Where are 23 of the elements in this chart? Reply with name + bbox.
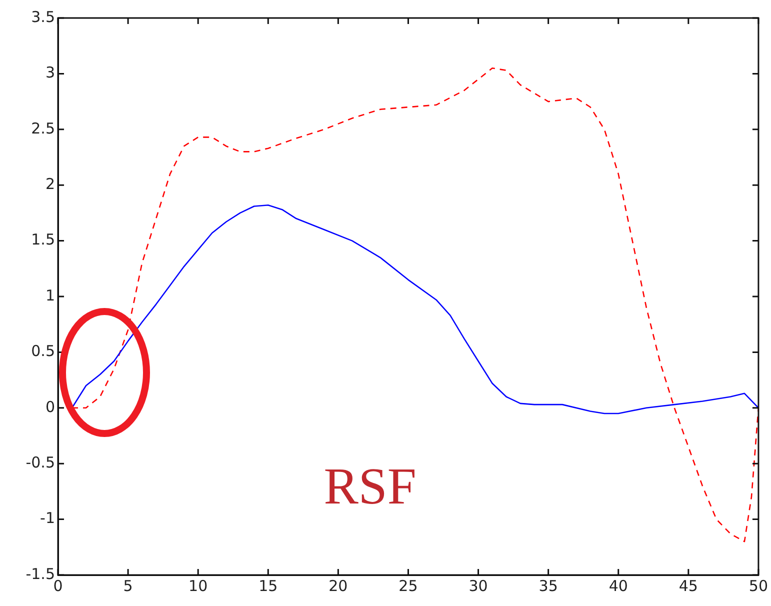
y-tick-label: 0.5 [31,342,55,360]
x-tick-label: 20 [328,576,348,595]
x-tick-label: 40 [608,576,628,595]
y-tick-label: 1 [45,286,55,304]
y-tick-label: 2.5 [31,119,55,138]
annotation: RSF [324,458,416,516]
y-tick-label: -0.5 [26,453,55,472]
y-tick-label: 3.5 [31,8,55,26]
x-tick-label: 30 [468,576,488,595]
x-tick-label: 50 [748,576,768,595]
x-tick-label: 45 [678,576,698,595]
y-tick-label: -1 [40,509,55,528]
x-tick-label: 15 [258,576,278,595]
line-series [71,67,758,542]
x-tick-label: 35 [538,576,558,595]
y-tick-label: 0 [45,398,55,416]
y-tick-label: -1.5 [26,564,55,583]
y-tick-label: 2 [45,174,55,193]
y-tick-label: 1.5 [31,230,55,249]
x-tick-label: 10 [188,576,208,595]
y-tick-label: 3 [45,64,55,82]
x-tick-label: 25 [398,576,418,595]
x-tick-label: 5 [123,576,133,595]
